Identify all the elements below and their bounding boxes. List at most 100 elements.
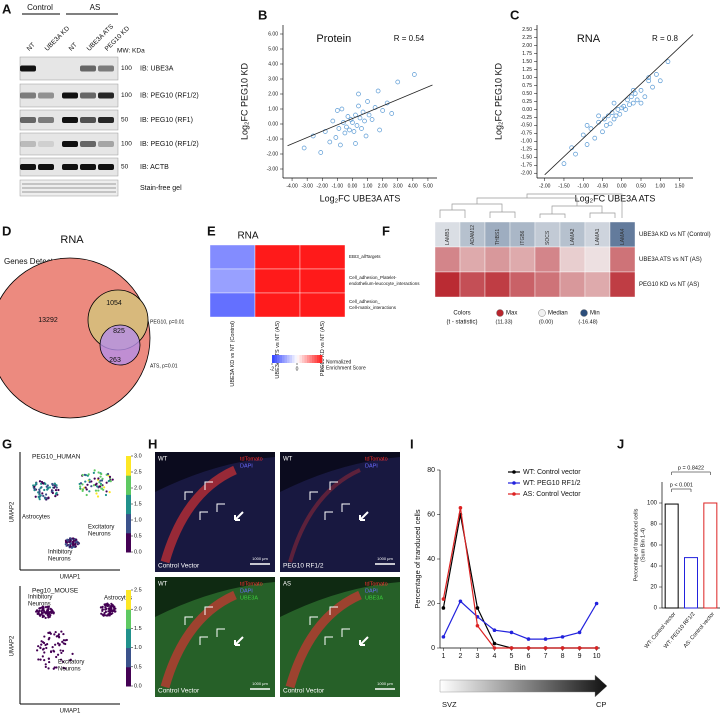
heat-cell [459,246,486,273]
chevron [329,481,338,490]
cell-dot [62,666,65,669]
legend-value: (11.33) [495,319,512,325]
cell-dot [95,492,98,495]
y-axis-label: (Sum Bin 1-4) [640,528,646,562]
ib-label: IB: PEG10 (RF1/2) [140,141,199,148]
cell-dot [69,544,72,547]
y-tick-label: 80 [427,467,435,474]
cell-dot [100,484,103,487]
td-band [160,590,237,689]
cell-dot [55,484,58,487]
x-axis-label: Bin [514,663,526,672]
colorbar [279,355,283,363]
colorbar-label: 0.0 [134,549,142,555]
cell-dot [72,544,75,547]
heat-cell [459,271,486,298]
y-tick-label: 1.50 [522,59,532,65]
y-tick-label: -0.75 [521,131,533,137]
heat-cell [299,244,346,270]
point [395,79,401,85]
lane-label: NT [68,42,79,53]
cell-dot [103,603,106,606]
channel-label: tdTomato [365,456,388,462]
cell-dot [60,651,63,655]
genotype-label: WT [158,582,168,588]
cell-dot [61,660,65,663]
point [613,113,619,119]
row-label: PEG10 KD vs NT (AS) [639,282,699,288]
venn-count: 825 [113,328,125,335]
cell-dot [103,613,106,617]
y-tick-label: -2.00 [267,151,279,157]
cell-dot [47,667,50,670]
cell-dot [39,494,42,497]
ib-label: IB: PEG10 (RF1/2) [140,92,199,99]
cell-dot [84,486,87,489]
cell-dot [100,472,103,476]
point [630,100,636,106]
y-tick-label: 20 [650,585,657,591]
cell-dot [39,646,42,649]
scale-label: 1000 μm [252,556,268,561]
cell-dot [79,482,83,485]
ib-label: IB: ACTB [140,164,169,171]
x-tick-label: 1.00 [363,183,373,189]
td-band [285,590,362,689]
point [605,113,611,119]
band [38,141,54,147]
venn-set-label: ATS, p=0.01 [150,363,178,369]
point [347,127,352,133]
heat-cell [559,246,586,273]
cell-dot [111,609,115,613]
heat-cell [584,246,611,273]
panel-letter: G [2,436,12,451]
genotype-label: WT [283,457,293,463]
point [345,114,351,119]
cell-dot [58,644,61,647]
cell-dot [100,479,104,482]
band [62,164,78,170]
cell-dot [105,481,108,484]
group-label: AS [90,3,101,12]
panel-letter: J [617,436,624,451]
umap-title: Peg10_MOUSE [32,588,79,595]
y-axis-label: Log₂FC PEG10 KD [239,62,249,140]
column-label: PEG10 KD vs NT (AS) [320,321,326,376]
cell-dot [44,606,48,609]
y-tick-label: 1.00 [268,106,278,112]
row-label: Cell-matrix_interactions [349,305,397,310]
cell-dot [55,666,58,669]
point [333,135,339,140]
point [353,141,358,146]
legend-value: (0.00) [539,319,554,325]
colorbar [294,355,298,363]
row-label: UBE3A ATS vs NT (AS) [639,257,702,263]
column-label: LAMA1 [595,228,601,245]
colorbar-label: 2.5 [134,469,142,475]
panel-letter: I [410,436,414,451]
point [389,111,395,116]
colorbar [126,494,131,515]
cluster-label: Neurons [88,532,111,538]
band [98,92,114,99]
band [38,164,54,170]
point [630,87,636,93]
point [617,111,623,117]
cell-dot [64,542,67,546]
point [665,59,671,65]
cell-dot [60,630,63,633]
x-tick-label: 4.00 [408,183,418,189]
heat-cell [559,221,586,248]
x-tick-label: 9 [578,653,582,660]
cell-dot [81,489,84,492]
point [341,120,346,125]
x-axis-label: Log₂FC UBE3A ATS [575,193,656,203]
cell-dot [85,493,88,497]
point [573,151,578,157]
colorbar [314,355,318,363]
cell-dot [99,475,102,478]
image-caption: Control Vector [283,688,325,695]
legend-label: Median [548,311,568,317]
axis-label: UMAP1 [60,709,81,715]
colorbar-label: 2.0 [134,485,142,491]
